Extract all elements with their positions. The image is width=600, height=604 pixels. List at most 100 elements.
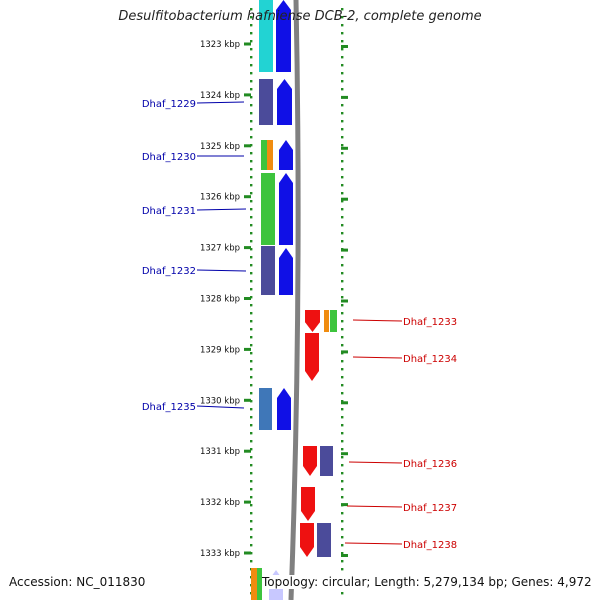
- ruler-dot-left: [250, 560, 253, 563]
- ruler-dot-right: [341, 104, 344, 107]
- ruler-dot-left: [250, 48, 253, 51]
- gene-leader-line: [352, 356, 403, 359]
- ruler-tick-left: [244, 93, 251, 97]
- ruler-dot-left: [250, 16, 253, 19]
- ruler-dot-left: [250, 480, 253, 483]
- ruler-dot-right: [341, 304, 344, 307]
- ruler-dot-left: [250, 496, 253, 499]
- gene-blue-arrow: [277, 388, 291, 430]
- ruler-tick-left: [244, 297, 251, 300]
- gene-orange-bottom: [251, 568, 257, 600]
- ruler-dot-right: [341, 8, 344, 11]
- ruler-dot-left: [250, 168, 253, 171]
- ruler-dot-right: [341, 144, 344, 147]
- ruler-dot-right: [341, 24, 344, 27]
- ruler-dot-right: [341, 552, 344, 555]
- ruler-tick-right: [341, 248, 348, 252]
- ruler-dot-right: [341, 232, 344, 235]
- gene-blue-arrow: [279, 140, 293, 170]
- ruler-dot-right: [341, 288, 344, 291]
- ruler-dot-right: [341, 208, 344, 211]
- ruler-dot-right: [341, 488, 344, 491]
- gene-leader-line: [346, 505, 403, 508]
- gene-dhaf-1236: [303, 446, 317, 476]
- ruler-dot-right: [341, 56, 344, 59]
- ruler-dot-left: [250, 80, 253, 83]
- ruler-dot-right: [341, 480, 344, 483]
- gene-leader-line: [196, 101, 245, 104]
- ruler-dot-left: [250, 224, 253, 227]
- ruler-dot-left: [250, 272, 253, 275]
- ruler-dot-left: [250, 296, 253, 299]
- gene-label-left: Dhaf_1232: [142, 266, 196, 277]
- ruler-dot-right: [341, 160, 344, 163]
- gene-dhaf-1232-left: [261, 246, 275, 295]
- ruler-dot-right: [341, 400, 344, 403]
- ruler-dot-left: [250, 64, 253, 67]
- ruler-dot-right: [341, 472, 344, 475]
- ruler-tick-left: [244, 347, 251, 351]
- ruler-dot-left: [250, 528, 253, 531]
- ruler-dot-right: [341, 128, 344, 131]
- gene-label-right: Dhaf_1233: [403, 317, 457, 328]
- ruler-dot-left: [250, 40, 253, 43]
- ruler-tick-right: [341, 503, 348, 507]
- ruler-dot-left: [250, 280, 253, 283]
- ruler-dot-left: [250, 232, 253, 235]
- gene-label-left: Dhaf_1231: [142, 206, 196, 217]
- ruler-tick-label: 1328 kbp: [200, 295, 240, 305]
- ruler-dot-left: [250, 352, 253, 355]
- ruler-dot-right: [341, 280, 344, 283]
- ruler-dot-left: [250, 200, 253, 203]
- ruler-dot-left: [250, 328, 253, 331]
- ruler-dot-right: [341, 368, 344, 371]
- ruler-dot-right: [341, 72, 344, 75]
- gene-label-right: Dhaf_1237: [403, 503, 457, 514]
- ruler-dot-right: [341, 136, 344, 139]
- topology-text: Topology: circular; Length: 5,279,134 bp…: [262, 575, 592, 589]
- ruler-dot-right: [341, 200, 344, 203]
- map-title: Desulfitobacterium hafniense DCB-2, comp…: [118, 9, 482, 24]
- ruler-dot-left: [250, 176, 253, 179]
- gene-label-left: Dhaf_1235: [142, 402, 196, 413]
- ruler-dot-right: [341, 32, 344, 35]
- gene-leader-line: [196, 269, 247, 272]
- ruler-tick-label: 1326 kbp: [200, 193, 240, 203]
- accession-text: Accession: NC_011830: [9, 575, 146, 589]
- ruler-dot-right: [341, 64, 344, 67]
- ruler-dot-left: [250, 536, 253, 539]
- ruler-dot-right: [341, 360, 344, 363]
- ruler-dot-left: [250, 56, 253, 59]
- ruler-dot-right: [341, 408, 344, 411]
- ruler-dot-left: [250, 424, 253, 427]
- genome-backbone: [288, 0, 301, 601]
- ruler-dot-left: [250, 360, 253, 363]
- ruler-tick-left: [244, 500, 251, 504]
- gene-dhaf-1231-left: [261, 173, 275, 245]
- ruler-dot-left: [250, 32, 253, 35]
- gene-leader-line: [352, 319, 403, 322]
- ruler-dot-right: [341, 88, 344, 91]
- ruler-tick-right: [341, 45, 348, 48]
- ruler-dot-left: [250, 392, 253, 395]
- ruler-dot-right: [341, 112, 344, 115]
- ruler-dot-right: [341, 192, 344, 195]
- ruler-dot-right: [341, 448, 344, 451]
- ruler-dot-right: [341, 328, 344, 331]
- ruler-dot-right: [341, 16, 344, 19]
- ruler-tick-left: [244, 449, 251, 453]
- ruler-dot-left: [250, 120, 253, 123]
- gene-dhaf-1234: [305, 333, 319, 381]
- ruler-dot-left: [250, 464, 253, 467]
- ruler-dot-left: [250, 304, 253, 307]
- ruler-dot-left: [250, 400, 253, 403]
- ruler-dot-right: [341, 240, 344, 243]
- ruler-dot-left: [250, 256, 253, 259]
- ruler-dot-right: [341, 152, 344, 155]
- gene-label-right: Dhaf_1236: [403, 459, 457, 470]
- ruler-tick-label: 1330 kbp: [200, 396, 240, 406]
- ruler-dot-right: [341, 392, 344, 395]
- ruler-dot-left: [250, 488, 253, 491]
